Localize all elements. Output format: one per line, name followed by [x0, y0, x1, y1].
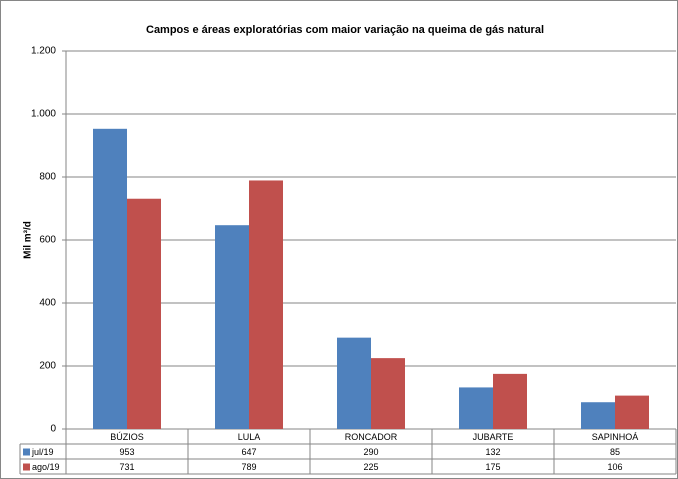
table-value: 225: [363, 462, 378, 472]
legend-label: ago/19: [32, 462, 60, 472]
legend-swatch: [23, 448, 30, 456]
y-tick-label: 400: [39, 298, 56, 309]
bar: [249, 180, 283, 429]
bar: [127, 198, 161, 429]
bar: [215, 225, 249, 429]
y-tick-label: 200: [39, 361, 56, 372]
y-axis-label: Mil m³/d: [23, 221, 34, 259]
x-tick-label: BÚZIOS: [110, 432, 144, 442]
chart-title: Campos e áreas exploratórias com maior v…: [146, 24, 544, 36]
bar: [371, 358, 405, 429]
x-tick-label: RONCADOR: [345, 432, 398, 442]
table-value: 106: [607, 462, 622, 472]
bar: [615, 395, 649, 429]
y-tick-label: 1.000: [31, 109, 56, 120]
x-tick-label: LULA: [238, 432, 261, 442]
y-tick-label: 0: [50, 424, 56, 435]
y-tick-label: 600: [39, 235, 56, 246]
table-value: 85: [610, 447, 620, 457]
y-tick-label: 1.200: [31, 46, 56, 57]
legend-swatch: [23, 463, 30, 471]
table-value: 290: [363, 447, 378, 457]
table-value: 953: [119, 447, 134, 457]
y-tick-label: 800: [39, 172, 56, 183]
legend-label: jul/19: [31, 447, 54, 457]
x-tick-label: JUBARTE: [473, 432, 514, 442]
bar: [493, 373, 527, 429]
bar: [459, 387, 493, 429]
bar: [581, 402, 615, 429]
table-value: 175: [485, 462, 500, 472]
x-tick-label: SAPINHOÁ: [592, 432, 639, 442]
bar: [93, 128, 127, 429]
table-value: 731: [119, 462, 134, 472]
table-value: 132: [485, 447, 500, 457]
bar: [337, 337, 371, 429]
table-value: 789: [241, 462, 256, 472]
table-value: 647: [241, 447, 256, 457]
